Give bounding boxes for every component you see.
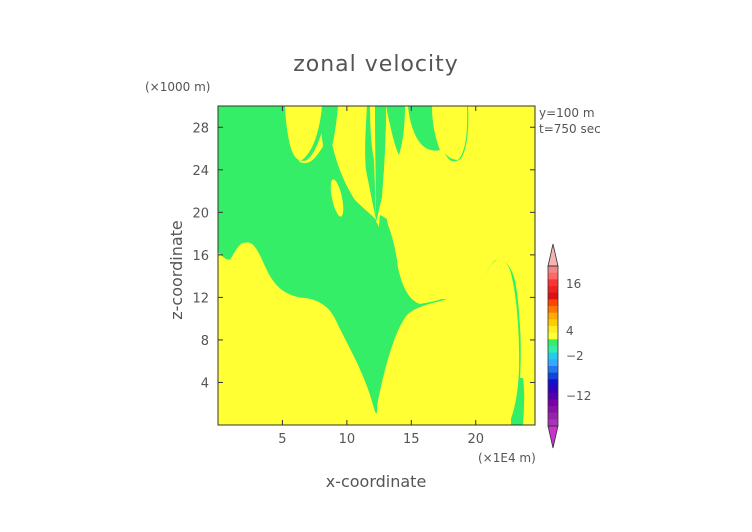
positive-island-top-right: [432, 106, 468, 160]
colorbar-band: [548, 412, 558, 420]
x-unit-label: (×1E4 m): [478, 451, 536, 465]
colorbar-band: [548, 379, 558, 387]
colorbar-band: [548, 332, 558, 340]
colorbar-band: [548, 346, 558, 354]
positive-islands: [218, 106, 535, 425]
y-axis-label: z-coordinate: [167, 220, 186, 320]
colorbar-band: [548, 392, 558, 400]
negative-tongue-4: [386, 106, 405, 155]
colorbar-band: [548, 266, 558, 274]
colorbar-tick-label: −2: [566, 349, 584, 363]
x-axis-label: x-coordinate: [326, 472, 427, 491]
negative-tongue-2: [365, 106, 376, 220]
colorbar-band: [548, 326, 558, 334]
colorbar-band: [548, 386, 558, 394]
x-axis: 5 10 15 20: [278, 106, 484, 447]
x-tick-label: 20: [467, 432, 484, 447]
positive-tip: [370, 106, 375, 160]
colorbar-band: [548, 312, 558, 320]
y-tick-label: 12: [192, 291, 209, 306]
annotation-y: y=100 m: [539, 106, 595, 120]
x-tick-label: 15: [403, 432, 420, 447]
positive-island-top-left: [285, 106, 322, 161]
colorbar-band: [548, 272, 558, 280]
negative-wedge-center: [376, 222, 380, 414]
positive-lower-left: [218, 242, 376, 425]
positive-mid-right: [382, 106, 472, 304]
y-tick-label: 24: [192, 164, 209, 179]
colorbar-frame: [547, 265, 559, 427]
colorbar-top-triangle: [547, 243, 559, 267]
y-tick-label: 16: [192, 249, 209, 264]
colorbar-band: [548, 366, 558, 374]
colorbar-tick-label: 4: [566, 324, 574, 338]
positive-island-small-left: [330, 179, 344, 217]
colorbar-band: [548, 419, 558, 427]
y-tick-label: 8: [201, 334, 209, 349]
annotation-t: t=750 sec: [539, 122, 601, 136]
y-tick-label: 20: [192, 206, 209, 221]
colorbar-band: [548, 359, 558, 367]
colorbar-band: [548, 292, 558, 300]
positive-island-top-mid: [338, 106, 367, 172]
colorbar-band: [548, 406, 558, 414]
y-unit-label: (×1000 m): [145, 80, 210, 94]
colorbar-band: [548, 319, 558, 327]
negative-tongue-5: [408, 106, 440, 151]
plot-frame: [217, 105, 536, 426]
negative-corner-lower-right: [511, 378, 525, 425]
colorbar-bottom-triangle: [547, 425, 559, 449]
negative-tongue-3: [375, 106, 386, 222]
colorbar-band: [548, 299, 558, 307]
x-tick-label: 10: [339, 432, 356, 447]
y-tick-label: 4: [201, 376, 209, 391]
negative-tongue-1: [321, 106, 338, 160]
positive-right-strip: [460, 106, 535, 425]
colorbar-band: [548, 399, 558, 407]
y-axis: 4 8 12 16 20 24 28: [192, 121, 535, 391]
chart-title: zonal velocity: [293, 52, 459, 77]
plot-area: [217, 105, 536, 426]
colorbar-band: [548, 286, 558, 294]
colorbar: 16 4 −2 −12: [547, 243, 591, 449]
colorbar-band: [548, 339, 558, 347]
negative-details: [321, 106, 525, 425]
y-tick-label: 28: [192, 121, 209, 136]
x-tick-label: 5: [278, 432, 286, 447]
colorbar-band: [548, 372, 558, 380]
colorbar-band: [548, 352, 558, 360]
positive-lower-right: [376, 259, 520, 425]
colorbar-band: [548, 306, 558, 314]
colorbar-tick-label: −12: [566, 389, 591, 403]
colorbar-band: [548, 279, 558, 287]
colorbar-tick-label: 16: [566, 277, 581, 291]
